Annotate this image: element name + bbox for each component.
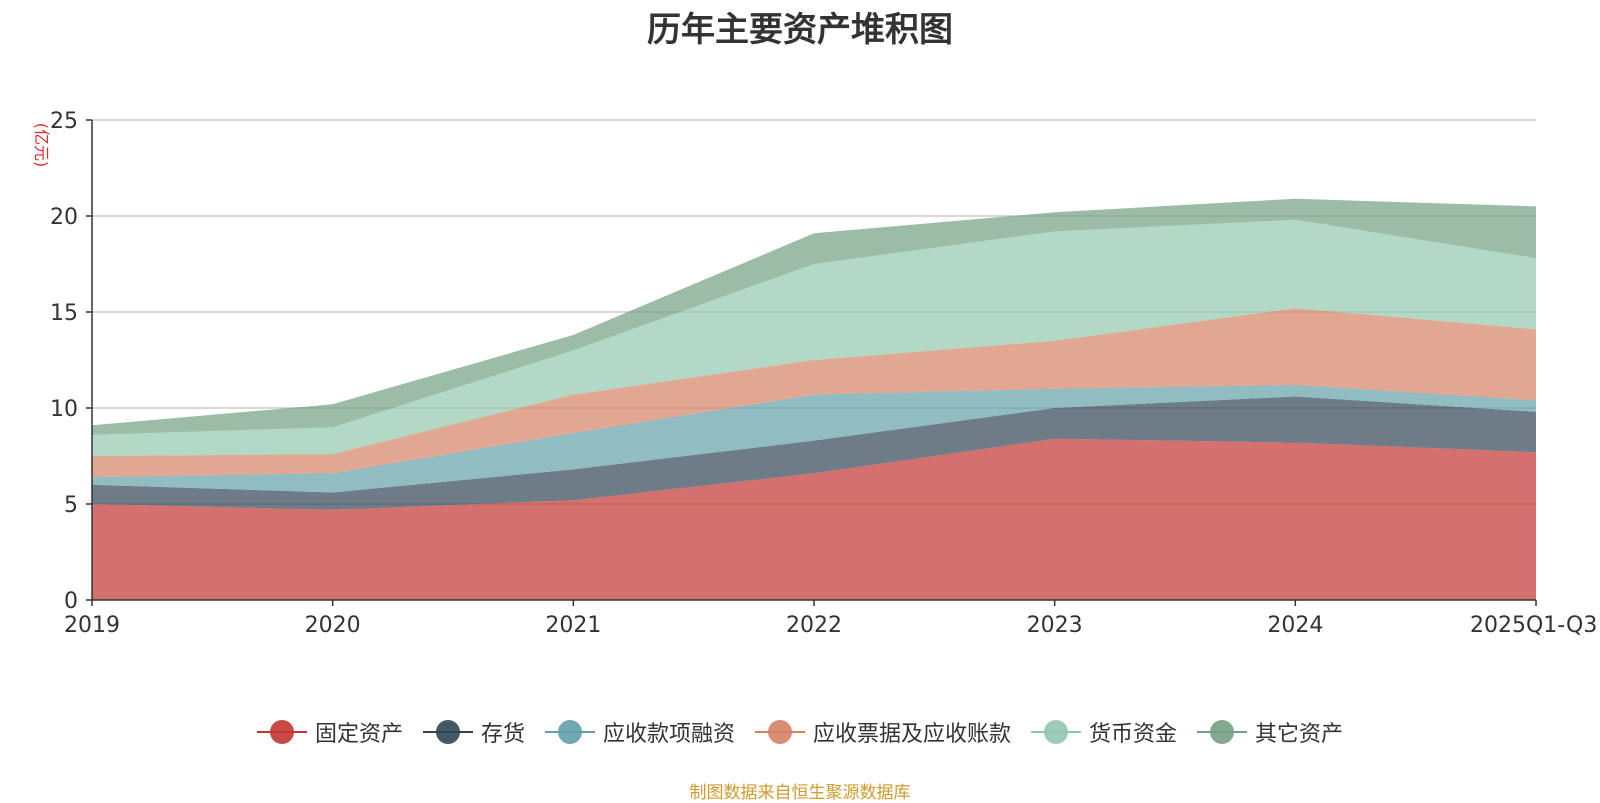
legend-label: 固定资产 — [314, 722, 403, 747]
x-tick-label: 2019 — [64, 613, 120, 638]
legend-label: 其它资产 — [1255, 722, 1344, 747]
chart-title: 历年主要资产堆积图 — [647, 10, 953, 50]
legend-label: 存货 — [480, 722, 525, 747]
x-tick-label: 2024 — [1267, 613, 1323, 638]
area-其它资产 — [92, 198, 1536, 435]
x-tick-label: 2025Q1-Q3 — [1470, 613, 1597, 638]
area-应收票据及应收账款 — [92, 308, 1536, 478]
x-tick-label: 2020 — [305, 613, 361, 638]
legend-item[interactable]: 货币资金 — [1031, 716, 1177, 748]
y-tick-label: 0 — [64, 589, 78, 614]
legend-item[interactable]: 其它资产 — [1197, 716, 1343, 748]
legend-marker-icon — [544, 720, 595, 744]
x-tick-label: 2023 — [1027, 613, 1083, 638]
legend-marker-icon — [755, 720, 805, 744]
legend-marker-icon — [256, 720, 307, 744]
legend-label: 应收款项融资 — [602, 722, 735, 747]
y-tick-label: 20 — [50, 205, 78, 230]
area-series — [92, 198, 1536, 600]
data-source-note: 制图数据来自恒生聚源数据库 — [689, 783, 911, 803]
y-axis-label: (亿元) — [32, 123, 51, 168]
legend-item[interactable]: 存货 — [422, 716, 525, 748]
area-存货 — [92, 396, 1536, 510]
area-应收款项融资 — [92, 385, 1536, 493]
x-tick-label: 2022 — [786, 613, 842, 638]
area-固定资产 — [92, 438, 1536, 600]
y-tick-label: 15 — [50, 301, 78, 326]
y-tick-label: 25 — [50, 109, 78, 134]
legend-item[interactable]: 应收款项融资 — [544, 716, 735, 748]
y-tick-label: 5 — [64, 493, 78, 518]
legend-label: 货币资金 — [1089, 722, 1178, 747]
legend-marker-icon — [1031, 720, 1082, 744]
legend-marker-icon — [422, 720, 473, 744]
legend-marker-icon — [1197, 720, 1248, 744]
legend-label: 应收票据及应收账款 — [813, 722, 1012, 747]
legend-item[interactable]: 固定资产 — [256, 716, 403, 748]
axes: 0 5 10 15 20 25 2019 2020 2021 2022 2023 2024 2025Q1… — [50, 109, 1597, 638]
legend-item[interactable]: 应收票据及应收账款 — [755, 716, 1011, 748]
legend: 固定资产 存货 应收款项融资 应收票据及应收账款 货币资金 其它资产 — [0, 716, 1600, 748]
area-货币资金 — [92, 219, 1536, 456]
y-tick-label: 10 — [50, 397, 78, 422]
x-tick-label: 2021 — [545, 613, 601, 638]
